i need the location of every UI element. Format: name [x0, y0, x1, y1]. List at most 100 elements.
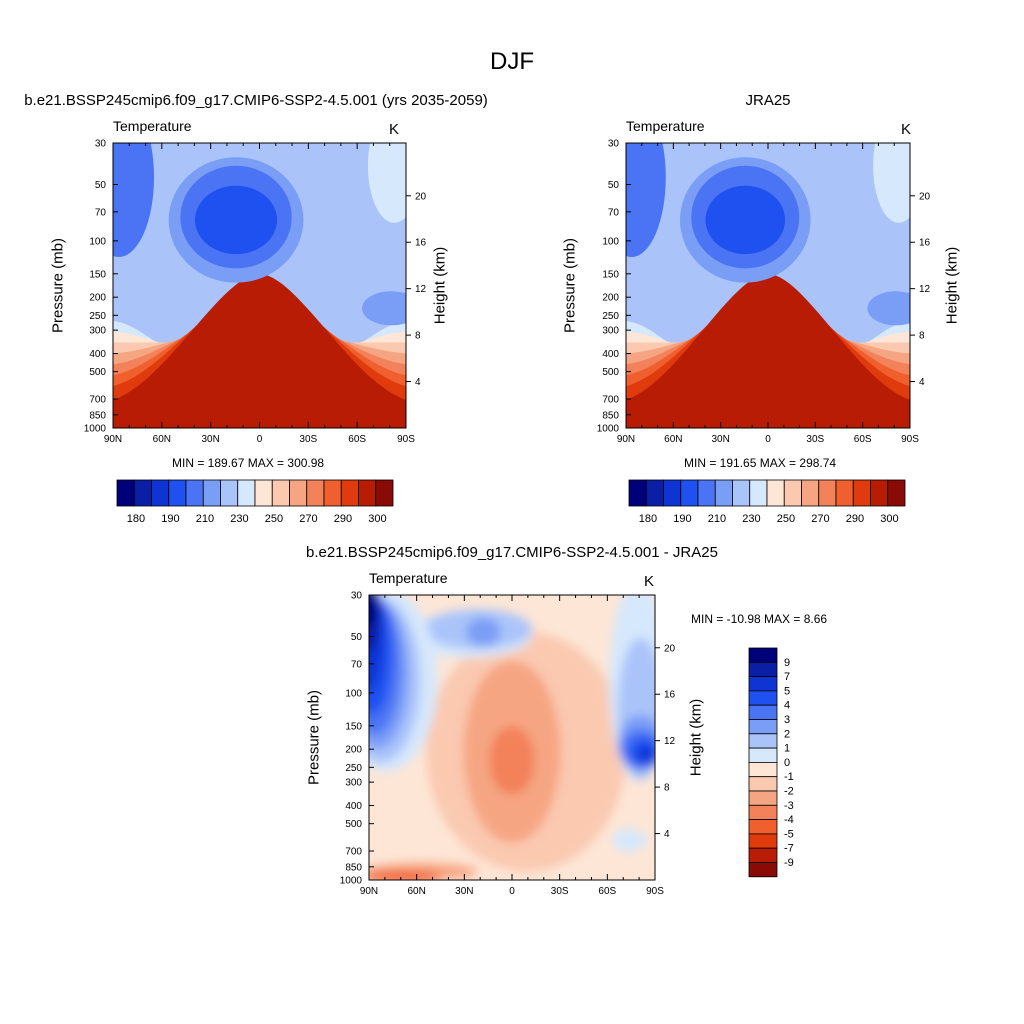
model-field: [113, 143, 406, 428]
obs-colorbar-box: [766, 479, 785, 507]
diff-colorbar-label: 3: [784, 714, 790, 726]
diff-sh-low-neg: [612, 828, 647, 852]
model-colorbar-box: [220, 479, 239, 507]
obs-xtick-label: 90S: [901, 434, 919, 445]
obs-colorbar-box: [818, 479, 837, 507]
diff-colorbar-label: 7: [784, 671, 790, 683]
model-xtick-label: 30S: [299, 434, 317, 445]
obs-colorbar-label: 270: [811, 513, 829, 525]
obs-colorbar-box: [628, 479, 647, 507]
diff-colorbar-label: 9: [784, 657, 790, 669]
diff-colorbar-label: -1: [784, 771, 794, 783]
model-minmax: MIN = 189.67 MAX = 300.98: [172, 456, 325, 470]
obs-ytick-label: 200: [602, 293, 619, 304]
diff-ytick-label: 300: [345, 778, 362, 789]
model-colorbar-label: 290: [334, 513, 352, 525]
model-xtick-label: 0: [257, 434, 263, 445]
diff-ytick-label: 400: [345, 801, 362, 812]
model-ytick-label: 850: [89, 410, 106, 421]
diff-y2tick-label: 4: [664, 829, 670, 840]
model-ytick-label: 150: [89, 269, 106, 280]
model-ytick-label: 500: [89, 367, 106, 378]
obs-colorbar-box: [645, 479, 664, 507]
diff-field: [369, 595, 655, 880]
page-title: DJF: [490, 48, 534, 75]
diff-colorbar-box: [748, 704, 778, 720]
diff-colorbar-label: 2: [784, 728, 790, 740]
diff-y2tick-label: 20: [664, 643, 676, 654]
obs-colorbar-box: [732, 479, 751, 507]
model-colorbar-label: 300: [368, 513, 386, 525]
model-colorbar-box: [289, 479, 308, 507]
model-colorbar-label: 230: [230, 513, 248, 525]
model-colorbar-box: [202, 479, 221, 507]
diff-ytick-label: 250: [345, 763, 362, 774]
model-colorbar-label: 210: [196, 513, 214, 525]
diff-ytick-label: 100: [345, 688, 362, 699]
obs-colorbar-label: 230: [742, 513, 760, 525]
model-ytick-label: 200: [89, 293, 106, 304]
diff-colorbar-box: [748, 762, 778, 778]
diff-colorbar-box: [748, 862, 778, 878]
diff-ytick-label: 500: [345, 819, 362, 830]
model-ytick-label: 30: [95, 139, 107, 150]
diff-ytick-label: 1000: [340, 876, 363, 887]
model-ytick-label: 400: [89, 349, 106, 360]
obs-ytick-label: 50: [608, 180, 620, 191]
diff-xtick-label: 30N: [455, 886, 473, 897]
diff-ytick-label: 850: [345, 862, 362, 873]
diff-colorbar-box: [748, 847, 778, 863]
obs-ytick-label: 700: [602, 395, 619, 406]
diff-colorbar-label: 5: [784, 685, 790, 697]
diff-colorbar-box: [748, 733, 778, 749]
diff-colorbar-label: -2: [784, 786, 794, 798]
obs-band-295: [626, 274, 910, 428]
model-y2tick-label: 12: [415, 284, 427, 295]
obs-colorbar-label: 180: [639, 513, 657, 525]
obs-nh-polar-vortex: [626, 143, 666, 257]
diff-neg-3to2-s: [466, 617, 501, 647]
model-y2tick-label: 16: [415, 238, 427, 249]
diff-y2tick-label: 12: [664, 736, 676, 747]
diff-colorbar-label: 0: [784, 757, 790, 769]
model-colorbar-box: [323, 479, 342, 507]
obs-xtick-label: 30S: [806, 434, 824, 445]
obs-sh-trop-cold: [867, 291, 910, 326]
obs-ytick-label: 850: [602, 410, 619, 421]
diff-ytick-label: 70: [351, 659, 363, 670]
diff-xtick-label: 60N: [407, 886, 425, 897]
diff-colorbar-box: [748, 819, 778, 835]
model-colorbar-box: [271, 479, 290, 507]
diff-y2tick-label: 8: [664, 783, 670, 794]
obs-colorbar-box: [835, 479, 854, 507]
model-colorbar-label: 180: [127, 513, 145, 525]
obs-ytick-label: 300: [602, 326, 619, 337]
obs-ytick-label: 30: [608, 139, 620, 150]
obs-ytick-label: 70: [608, 207, 620, 218]
model-colorbar-box: [340, 479, 359, 507]
diff-colorbar-box: [748, 804, 778, 820]
obs-colorbar-box: [887, 479, 906, 507]
model-ytick-label: 70: [95, 207, 107, 218]
obs-colorbar-box: [680, 479, 699, 507]
diff-ytick-label: 200: [345, 745, 362, 756]
obs-xtick-label: 60N: [664, 434, 682, 445]
model-y2tick-label: 8: [415, 331, 421, 342]
diff-colorbar-box: [748, 719, 778, 735]
diff-xtick-label: 30S: [551, 886, 569, 897]
diff-ytick-label: 150: [345, 721, 362, 732]
diff-variable-label: Temperature: [369, 570, 448, 586]
model-colorbar-box: [375, 479, 394, 507]
model-colorbar-box: [306, 479, 325, 507]
obs-colorbar-box: [783, 479, 802, 507]
diff-colorbar-label: -3: [784, 800, 794, 812]
model-ytick-label: 700: [89, 395, 106, 406]
diff-xtick-label: 0: [509, 886, 515, 897]
diff-pos-surf-b: [369, 871, 444, 880]
diff-colorbar-label: -9: [784, 857, 794, 869]
obs-colorbar-box: [714, 479, 733, 507]
model-xtick-label: 30N: [201, 434, 219, 445]
diff-colorbar-box: [748, 661, 778, 677]
obs-panel-title: JRA25: [745, 92, 791, 109]
model-colorbar-box: [254, 479, 273, 507]
